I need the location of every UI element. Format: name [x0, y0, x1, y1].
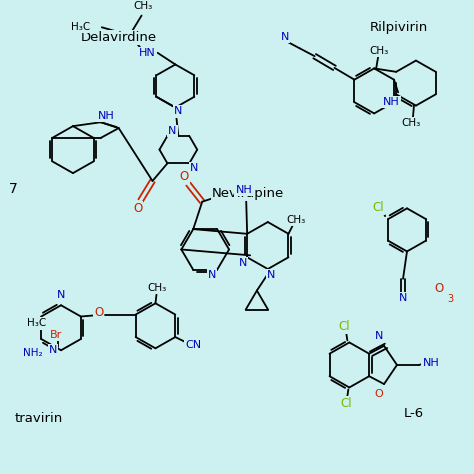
- Text: N: N: [57, 291, 65, 301]
- Text: Nevirapine: Nevirapine: [212, 187, 284, 200]
- Text: CH₃: CH₃: [370, 46, 389, 56]
- Text: N: N: [239, 258, 247, 268]
- Text: N: N: [208, 270, 216, 280]
- Text: Rilpivirin: Rilpivirin: [370, 21, 428, 34]
- Text: HN: HN: [139, 48, 156, 58]
- Text: N: N: [49, 345, 57, 356]
- Text: NH: NH: [97, 111, 114, 121]
- Text: N: N: [190, 163, 199, 173]
- Text: CN: CN: [185, 340, 201, 350]
- Text: Delavirdine: Delavirdine: [81, 31, 157, 44]
- Text: NH: NH: [383, 97, 400, 107]
- Text: O: O: [434, 282, 444, 295]
- Text: O: O: [375, 389, 383, 399]
- Text: NH: NH: [236, 185, 252, 195]
- Text: H₃C: H₃C: [27, 319, 46, 328]
- Text: Cl: Cl: [372, 201, 384, 214]
- Text: Cl: Cl: [340, 397, 352, 410]
- Text: 3: 3: [448, 293, 454, 303]
- Text: O: O: [94, 306, 103, 319]
- Text: CH₃: CH₃: [401, 118, 420, 128]
- Text: N: N: [375, 331, 383, 341]
- Text: N: N: [399, 293, 407, 303]
- Text: NH₂: NH₂: [24, 348, 43, 358]
- Text: CH₃: CH₃: [133, 1, 152, 11]
- Text: CH₃: CH₃: [287, 215, 306, 225]
- Text: O: O: [133, 202, 142, 215]
- Text: O: O: [180, 170, 189, 183]
- Text: Cl: Cl: [338, 320, 350, 333]
- Text: 7: 7: [9, 182, 18, 196]
- Text: N: N: [168, 126, 177, 136]
- Text: CH₃: CH₃: [148, 283, 167, 292]
- Text: NH: NH: [422, 358, 439, 368]
- Text: N: N: [174, 107, 182, 117]
- Text: H₃C: H₃C: [71, 22, 90, 32]
- Text: Br: Br: [50, 329, 62, 339]
- Text: N: N: [266, 270, 275, 280]
- Text: L-6: L-6: [404, 407, 424, 420]
- Text: N: N: [281, 32, 289, 42]
- Text: travirin: travirin: [15, 412, 64, 425]
